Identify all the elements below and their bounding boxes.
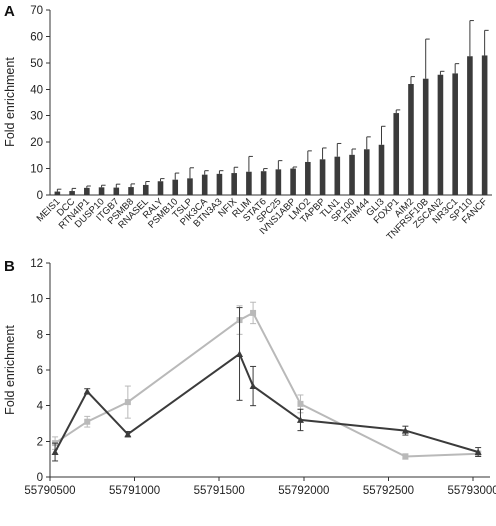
panel-a-bars xyxy=(54,55,488,196)
panel-a-bar xyxy=(437,74,444,195)
panel-b-point xyxy=(249,382,257,390)
panel-b-point xyxy=(402,453,409,460)
panel-a-bar xyxy=(467,56,473,195)
panel-a-bar xyxy=(113,187,120,195)
panel-b-series-line xyxy=(54,311,479,458)
panel-b-point xyxy=(124,430,132,438)
panel-a-bar xyxy=(275,169,282,195)
panel-a-y-tick-label: 20 xyxy=(30,137,43,149)
panel-a-category-labels: MEIS1DCCRTN4IP1DUSP10ITGB7PSMB8RNASELRAL… xyxy=(35,196,490,243)
panel-b-y-tick-label: 12 xyxy=(30,258,43,270)
panel-a-bar xyxy=(201,174,208,195)
panel-a-bar xyxy=(334,156,341,195)
panel-a-bar xyxy=(393,113,400,195)
panel-a-y-tick-label: 70 xyxy=(30,5,43,17)
panel-b-point xyxy=(250,309,257,316)
panel-a-bar xyxy=(290,168,296,195)
panel-b-y-tick-label: 0 xyxy=(37,472,43,484)
panel-a-bar xyxy=(142,184,149,195)
panel-b-series-line xyxy=(54,352,479,453)
panel-a-bar xyxy=(69,191,75,195)
panel-a-bar xyxy=(260,171,267,195)
panel-b-series-2 xyxy=(52,301,482,460)
panel-a-y-tick-label: 10 xyxy=(30,164,43,176)
panel-b-point xyxy=(236,350,244,357)
panel-b-series-1 xyxy=(51,307,482,462)
panel-a-y-tick-label: 30 xyxy=(30,111,43,123)
panel-a-error-bars xyxy=(56,20,489,192)
panel-b-x-tick-label: 55793000 xyxy=(447,485,496,497)
panel-b-point xyxy=(83,387,91,395)
panel-b-point xyxy=(124,399,131,406)
panel-b-y-tick-label: 10 xyxy=(30,294,43,306)
panel-a-y-tick-label: 60 xyxy=(30,31,43,43)
panel-a-y-ticks: 0 10 20 30 40 50 60 70 xyxy=(30,5,50,202)
panel-a-label: A xyxy=(4,3,15,20)
panel-a-bar xyxy=(231,173,237,195)
panel-b-point xyxy=(401,427,409,434)
panel-b-point xyxy=(51,448,59,456)
panel-a-bar xyxy=(128,187,134,195)
panel-b-x-tick-label: 55792000 xyxy=(278,485,329,497)
panel-a-bar xyxy=(54,191,61,195)
panel-b-y-tick-label: 8 xyxy=(37,329,43,341)
panel-b-y-axis-label: Fold enrichment xyxy=(3,325,17,415)
panel-a-bar xyxy=(319,159,326,195)
panel-a-bar xyxy=(481,55,488,196)
panel-a: A Fold enrichment 0 10 20 30 40 50 60 70 MEIS1D… xyxy=(3,3,492,243)
panel-a-bar xyxy=(187,178,193,195)
panel-b-y-ticks: 0 2 4 6 8 10 12 xyxy=(30,258,50,484)
panel-a-bar xyxy=(422,78,429,195)
panel-a-bar xyxy=(98,187,105,195)
panel-a-y-tick-label: 0 xyxy=(37,190,43,202)
panel-b-x-tick-label: 55790500 xyxy=(24,485,75,497)
panel-a-bar xyxy=(363,149,370,195)
panel-b-x-tick-label: 55791500 xyxy=(194,485,245,497)
panel-b-label: B xyxy=(4,258,15,275)
panel-b-x-tick-label: 55792500 xyxy=(363,485,414,497)
panel-a-bar xyxy=(246,171,252,195)
panel-b-y-tick-label: 6 xyxy=(37,365,43,377)
panel-b-y-tick-label: 2 xyxy=(37,436,43,448)
panel-b-y-tick-label: 4 xyxy=(37,401,44,413)
panel-a-y-tick-label: 40 xyxy=(30,84,43,96)
panel-b-point xyxy=(296,416,304,423)
panel-a-bar xyxy=(349,154,355,195)
panel-b-point xyxy=(84,418,91,425)
panel-b-point xyxy=(474,448,482,456)
panel-a-y-tick-label: 50 xyxy=(30,58,43,70)
panel-a-bar xyxy=(216,173,223,195)
panel-a-bar xyxy=(172,179,179,195)
panel-b-x-tick-label: 55791000 xyxy=(109,485,160,497)
panel-a-bar xyxy=(408,84,414,195)
panel-a-bar xyxy=(84,187,90,195)
panel-b-series xyxy=(51,301,482,462)
panel-a-bar xyxy=(452,73,458,195)
panel-a-bar xyxy=(157,181,164,195)
panel-b-point xyxy=(297,400,304,407)
panel-a-y-axis-label: Fold enrichment xyxy=(3,57,17,147)
panel-a-bar xyxy=(378,144,385,195)
panel-b-x-ticks: 55790500 55791000 55791500 55792000 55792500… xyxy=(24,477,496,497)
panel-a-bar xyxy=(305,161,311,195)
